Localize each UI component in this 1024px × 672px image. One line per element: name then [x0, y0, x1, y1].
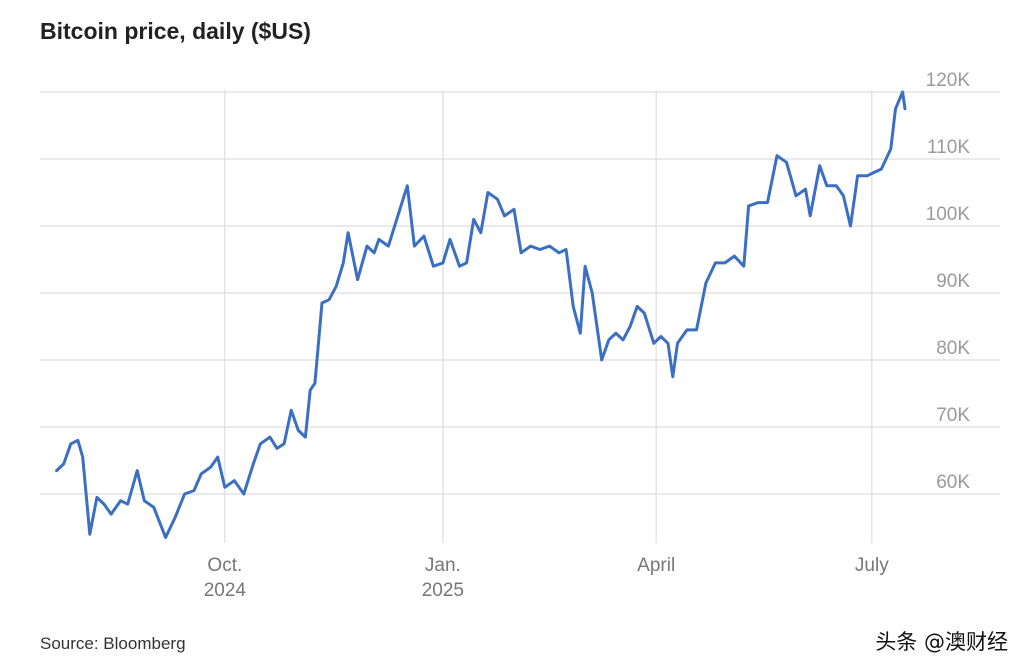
chart-title: Bitcoin price, daily ($US) — [40, 18, 311, 44]
x-tick-year-label: 2024 — [204, 580, 247, 601]
x-tick-label: Oct. — [207, 555, 242, 576]
x-tick-year-label: 2025 — [422, 580, 464, 601]
y-axis-ticks: 60K 70K 80K 90K 100K 110K 120K — [926, 70, 971, 493]
x-tick-label: Jan. — [425, 555, 461, 576]
watermark: 头条 @澳财经 — [875, 630, 1008, 654]
y-tick-label: 60K — [936, 472, 970, 493]
x-axis-ticks: Oct. 2024 Jan. 2025 April July — [204, 555, 890, 601]
y-tick-label: 120K — [926, 70, 971, 91]
y-tick-label: 80K — [936, 338, 970, 359]
y-tick-label: 100K — [926, 204, 971, 225]
grid-layer — [40, 90, 1000, 543]
series-layer — [55, 90, 907, 539]
y-tick-label: 90K — [936, 271, 970, 292]
x-tick-label: July — [855, 555, 889, 576]
y-tick-label: 110K — [927, 137, 970, 158]
y-tick-label: 70K — [936, 405, 970, 426]
x-tick-label: April — [637, 555, 675, 576]
source-note: Source: Bloomberg — [40, 634, 186, 653]
